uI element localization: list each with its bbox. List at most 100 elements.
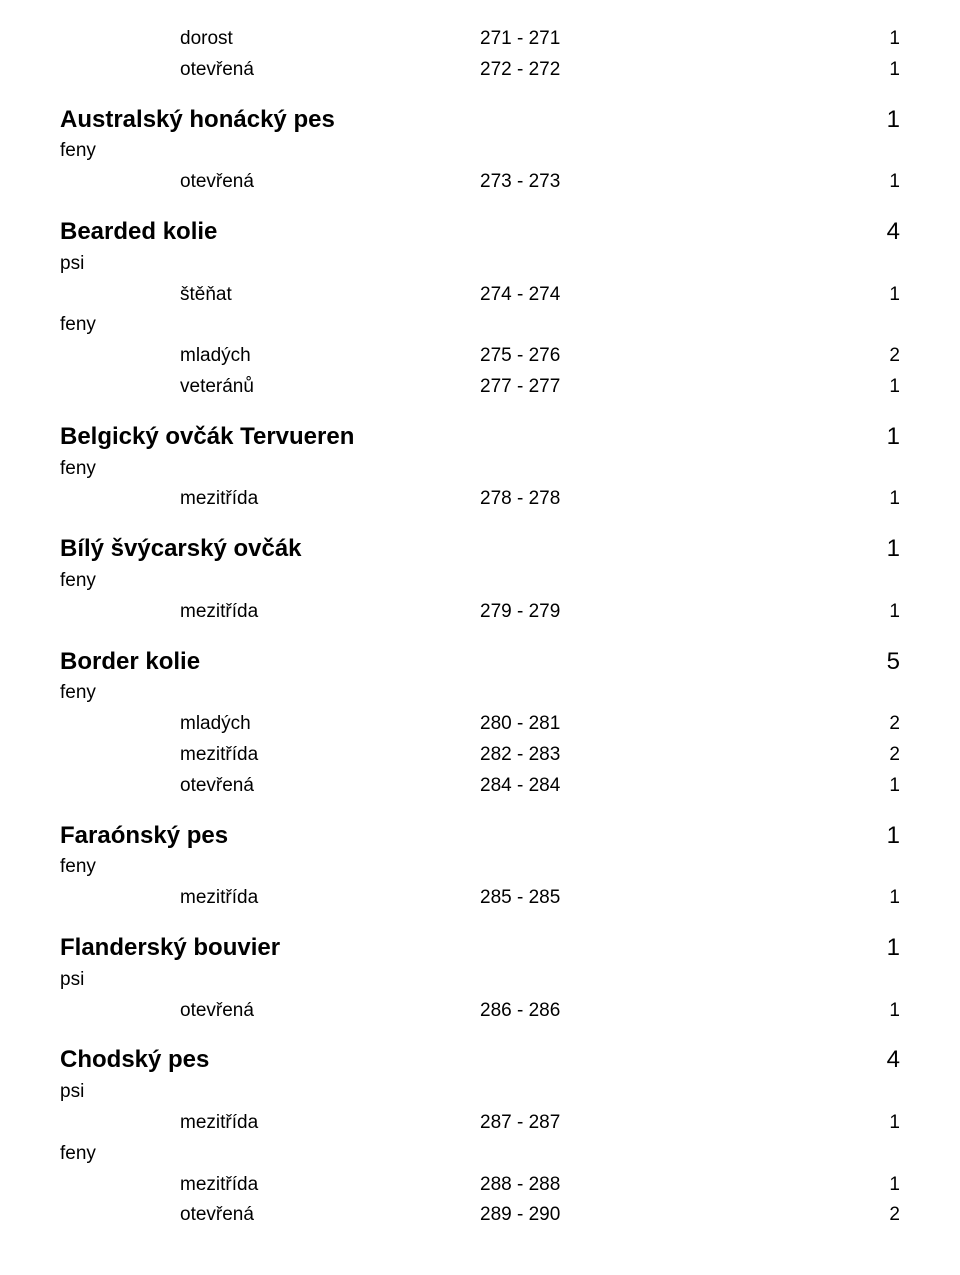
class-row: mladých280 - 281 2: [60, 713, 900, 736]
breed-count: 1: [820, 934, 900, 963]
gender-label: feny: [60, 856, 96, 879]
gender-label: feny: [60, 570, 96, 593]
class-count: 2: [820, 345, 900, 368]
gender-row: psi: [60, 1081, 900, 1104]
gender-label: psi: [60, 253, 84, 276]
class-count: 1: [820, 284, 900, 307]
catalog-page: dorost271 - 271 1 otevřená272 - 2721 Austra…: [60, 28, 900, 1227]
class-row: mezitřída288 - 288 1: [60, 1174, 900, 1197]
breed-row: Border kolie 5: [60, 648, 900, 677]
breed-name: Chodský pes: [60, 1046, 209, 1075]
class-range: 280 - 281: [480, 713, 660, 736]
class-row: otevřená273 - 273 1: [60, 171, 900, 194]
breed-row: Bearded kolie 4: [60, 218, 900, 247]
breed-count: 1: [820, 106, 900, 135]
breed-name: Belgický ovčák Tervueren: [60, 423, 354, 452]
breed-row: Australský honácký pes 1: [60, 106, 900, 135]
class-range: 289 - 290: [480, 1204, 660, 1227]
class-label: otevřená: [60, 171, 480, 194]
gender-label: feny: [60, 1143, 96, 1166]
class-label: otevřená: [60, 1000, 480, 1023]
class-row: otevřená284 - 284 1: [60, 775, 900, 798]
class-range: 274 - 274: [480, 284, 660, 307]
class-row: mezitřída278 - 278 1: [60, 488, 900, 511]
class-label: mezitřída: [60, 1174, 480, 1197]
breed-count: 1: [820, 423, 900, 452]
breed-count: 1: [820, 535, 900, 564]
breed-name: Border kolie: [60, 648, 200, 677]
gender-label: feny: [60, 682, 96, 705]
gender-row: feny: [60, 856, 900, 879]
class-count: 1: [820, 171, 900, 194]
gender-row: feny: [60, 458, 900, 481]
class-label: dorost: [60, 28, 480, 51]
class-row: veteránů277 - 2771: [60, 376, 900, 399]
class-count: 1: [820, 376, 900, 399]
class-count: 1: [820, 887, 900, 910]
class-range: 284 - 284: [480, 775, 660, 798]
class-range: 275 - 276: [480, 345, 660, 368]
class-range: 271 - 271: [480, 28, 660, 51]
class-range: 286 - 286: [480, 1000, 660, 1023]
class-label: mladých: [60, 345, 480, 368]
gender-row: feny: [60, 140, 900, 163]
class-range: 279 - 279: [480, 601, 660, 624]
breed-count: 5: [820, 648, 900, 677]
breed-row: Faraónský pes1: [60, 822, 900, 851]
class-row: mezitřída285 - 285 1: [60, 887, 900, 910]
class-count: 2: [820, 744, 900, 767]
class-row: otevřená286 - 286 1: [60, 1000, 900, 1023]
class-range: 273 - 273: [480, 171, 660, 194]
gender-label: feny: [60, 140, 96, 163]
gender-label: feny: [60, 314, 96, 337]
gender-row: psi: [60, 253, 900, 276]
class-range: 287 - 287: [480, 1112, 660, 1135]
class-range: 288 - 288: [480, 1174, 660, 1197]
class-range: 282 - 283: [480, 744, 660, 767]
gender-row: feny: [60, 570, 900, 593]
class-count: 2: [820, 1204, 900, 1227]
breed-name: Australský honácký pes: [60, 106, 335, 135]
gender-label: feny: [60, 458, 96, 481]
class-count: 1: [820, 1000, 900, 1023]
class-count: 1: [820, 1112, 900, 1135]
class-range: 277 - 277: [480, 376, 660, 399]
class-count: 2: [820, 713, 900, 736]
class-label: mezitřída: [60, 1112, 480, 1135]
class-row: mezitřída279 - 279 1: [60, 601, 900, 624]
class-label: otevřená: [60, 59, 480, 82]
breed-name: Faraónský pes: [60, 822, 228, 851]
gender-row: feny: [60, 682, 900, 705]
class-row: mezitřída282 - 283 2: [60, 744, 900, 767]
gender-row: psi: [60, 969, 900, 992]
class-count: 1: [820, 601, 900, 624]
breed-count: 4: [820, 1046, 900, 1075]
gender-row: feny: [60, 314, 900, 337]
class-count: 1: [820, 1174, 900, 1197]
breed-name: Bílý švýcarský ovčák: [60, 535, 302, 564]
gender-label: psi: [60, 1081, 84, 1104]
gender-row: feny: [60, 1143, 900, 1166]
class-range: 278 - 278: [480, 488, 660, 511]
breed-row: Chodský pes 4: [60, 1046, 900, 1075]
breed-name: Bearded kolie: [60, 218, 217, 247]
class-label: mladých: [60, 713, 480, 736]
class-label: mezitřída: [60, 744, 480, 767]
breed-row: Bílý švýcarský ovčák 1: [60, 535, 900, 564]
class-row: otevřená272 - 2721: [60, 59, 900, 82]
class-row: otevřená289 - 2902: [60, 1204, 900, 1227]
class-range: 285 - 285: [480, 887, 660, 910]
class-label: mezitřída: [60, 601, 480, 624]
breed-count: 4: [820, 218, 900, 247]
class-label: otevřená: [60, 775, 480, 798]
class-row: dorost271 - 271 1: [60, 28, 900, 51]
class-count: 1: [820, 775, 900, 798]
class-label: mezitřída: [60, 488, 480, 511]
breed-row: Belgický ovčák Tervueren 1: [60, 423, 900, 452]
class-row: mladých275 - 276 2: [60, 345, 900, 368]
class-count: 1: [820, 488, 900, 511]
class-count: 1: [820, 28, 900, 51]
class-label: mezitřída: [60, 887, 480, 910]
breed-name: Flanderský bouvier: [60, 934, 280, 963]
class-row: mezitřída287 - 287 1: [60, 1112, 900, 1135]
